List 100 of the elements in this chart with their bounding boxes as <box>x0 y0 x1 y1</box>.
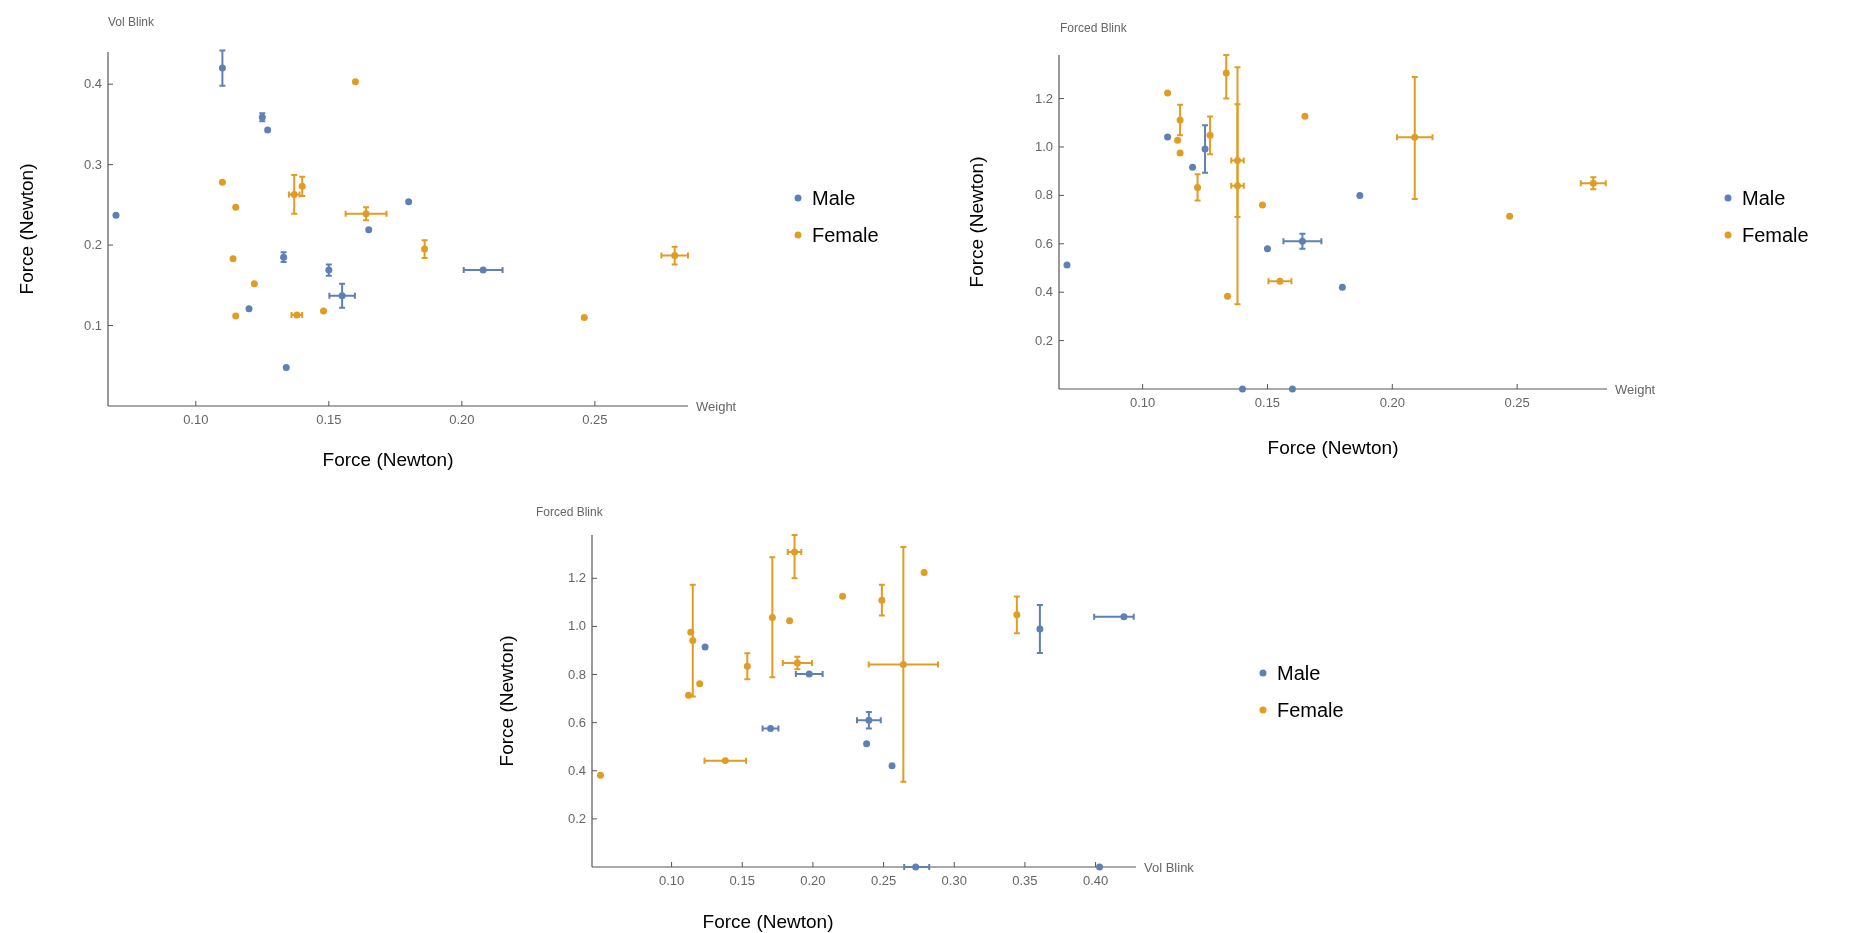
y-tick-label: 0.2 <box>1034 332 1053 348</box>
point <box>865 716 873 724</box>
x-tick-label: 0.15 <box>729 873 755 888</box>
point <box>1224 292 1232 300</box>
text: Force (Newton) <box>16 163 37 295</box>
point <box>1063 261 1071 269</box>
point <box>365 226 373 234</box>
point <box>696 680 704 688</box>
point <box>1239 385 1246 393</box>
x-tick-label: 0.20 <box>449 412 475 427</box>
point <box>689 637 697 645</box>
x-tick-label: 0.20 <box>1379 395 1405 410</box>
point <box>899 660 907 668</box>
point <box>912 863 920 871</box>
point <box>362 210 370 218</box>
y-tick-label: 1.0 <box>1034 138 1053 154</box>
text: Force (Newton) <box>966 156 987 288</box>
point <box>421 245 429 253</box>
point <box>878 596 886 604</box>
point <box>793 659 801 667</box>
point <box>1206 131 1214 139</box>
point <box>920 569 928 577</box>
x-axis-title: Weight <box>696 399 737 414</box>
text: Force (Newton) <box>496 635 517 767</box>
point <box>1258 201 1266 209</box>
point <box>1194 183 1202 191</box>
x-tick-label: 0.20 <box>800 873 826 888</box>
point <box>1589 179 1597 187</box>
point <box>701 643 709 651</box>
y-tick-label: 0.4 <box>1034 284 1053 300</box>
point <box>839 592 847 600</box>
point <box>232 203 240 211</box>
y-axis-title: Forced Blink <box>1060 21 1128 35</box>
x-tick-label: 0.30 <box>941 873 967 888</box>
point <box>1164 89 1172 97</box>
point <box>218 64 226 72</box>
point <box>1036 625 1044 633</box>
y-tick-label: 0.3 <box>83 156 102 172</box>
text: Force (Newton) <box>702 911 834 932</box>
point <box>320 307 328 315</box>
point <box>786 617 794 625</box>
point <box>1411 133 1419 141</box>
point <box>685 691 693 699</box>
x-tick-label: 0.25 <box>1504 395 1530 410</box>
y-axis-title: Vol Blink <box>108 15 156 29</box>
point <box>1176 149 1184 157</box>
legend-label: Male <box>1742 187 1786 209</box>
legend-label: Female <box>1277 699 1344 721</box>
point <box>1338 283 1346 291</box>
x-tick-label: 0.25 <box>870 873 897 888</box>
point <box>1189 163 1197 171</box>
point <box>250 280 258 288</box>
x-tick-label: 0.15 <box>1254 395 1281 410</box>
point <box>805 670 813 678</box>
point <box>338 292 346 300</box>
y-tick-label: 0.4 <box>567 762 586 778</box>
point <box>1301 112 1309 120</box>
y-tick-label: 1.2 <box>567 570 586 586</box>
y-tick-label: 0.1 <box>83 317 102 333</box>
point <box>1288 385 1296 393</box>
point <box>1013 611 1021 619</box>
point <box>580 314 588 321</box>
y-tick-label: 0.6 <box>1034 235 1053 251</box>
point <box>888 762 896 770</box>
x-tick-label: 0.10 <box>1129 395 1156 410</box>
x-tick-label: 0.10 <box>183 412 209 427</box>
point <box>479 266 487 274</box>
point <box>282 363 290 371</box>
point <box>1096 863 1104 871</box>
point <box>767 724 775 732</box>
point <box>112 211 120 219</box>
legend-label: Male <box>812 187 856 209</box>
y-tick-label: 0.2 <box>567 810 586 826</box>
y-tick-label: 1.2 <box>1034 90 1053 106</box>
point <box>405 198 413 206</box>
point <box>1222 69 1230 77</box>
y-tick-label: 0.6 <box>567 714 586 730</box>
point <box>743 662 751 670</box>
point <box>218 178 226 186</box>
point <box>1174 136 1182 144</box>
point <box>721 757 729 765</box>
point <box>1120 613 1128 621</box>
point <box>1506 212 1514 220</box>
y-tick-label: 0.4 <box>83 76 102 92</box>
point <box>1234 182 1242 190</box>
point <box>232 312 240 320</box>
y-tick-label: 1.0 <box>567 618 586 634</box>
point <box>245 305 253 313</box>
point <box>863 740 871 748</box>
point <box>768 614 776 622</box>
x-tick-label: 0.40 <box>1082 873 1109 888</box>
point <box>1276 277 1284 285</box>
x-tick-label: 0.10 <box>658 873 685 888</box>
legend-label: Female <box>1742 224 1809 246</box>
point <box>596 771 604 779</box>
y-axis-title: Forced Blink <box>536 505 604 519</box>
point <box>1263 245 1271 253</box>
x-tick-label: 0.35 <box>1012 873 1038 888</box>
point <box>791 548 799 556</box>
legend-label: Female <box>812 224 879 246</box>
